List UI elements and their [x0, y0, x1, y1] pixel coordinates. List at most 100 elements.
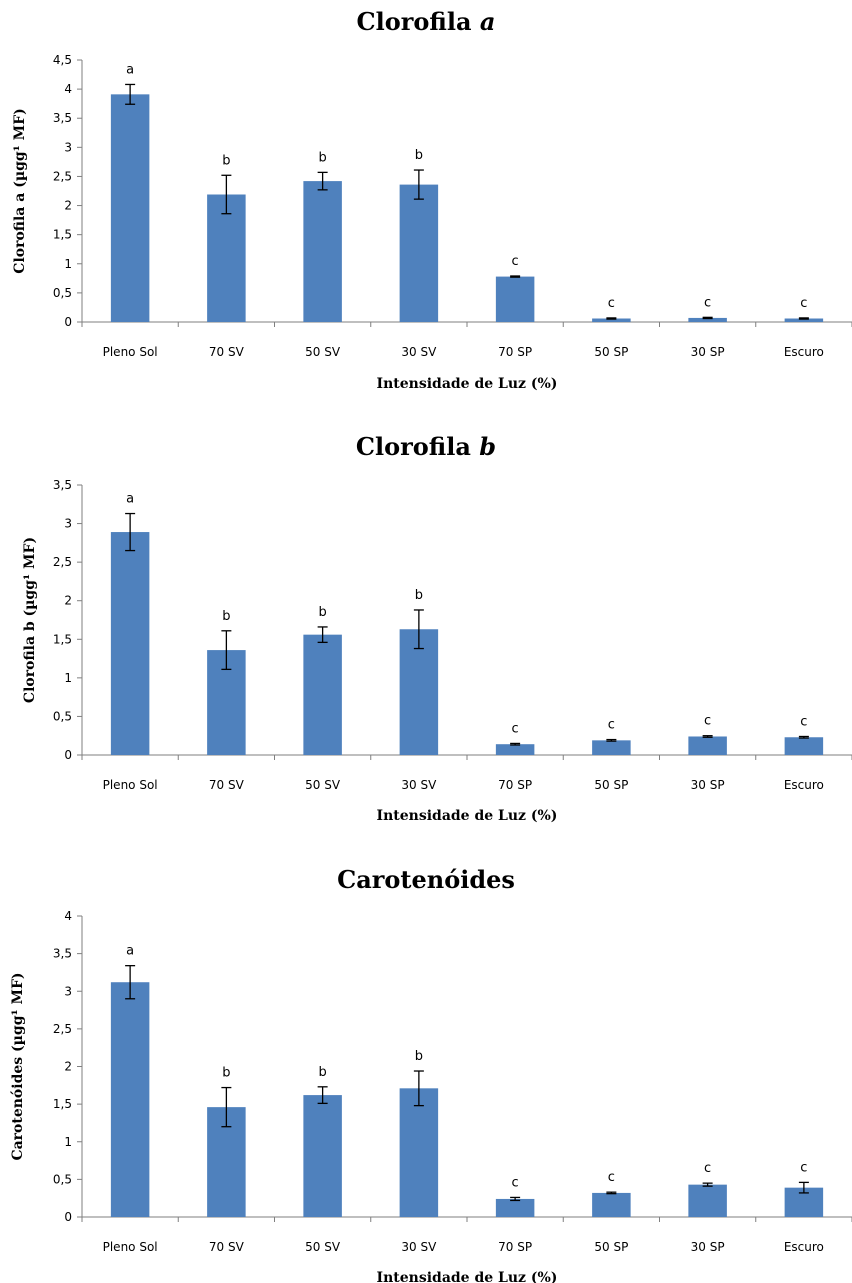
y-tick-label: 0	[64, 1210, 72, 1224]
chart-title: Clorofila a	[357, 7, 496, 36]
y-tick-label: 3	[64, 517, 72, 531]
bar	[399, 1088, 439, 1217]
y-tick-label: 1,5	[53, 1097, 72, 1111]
y-tick-label: 0,5	[53, 286, 72, 300]
y-tick-label: 2	[64, 199, 72, 213]
significance-letter: c	[800, 714, 807, 729]
x-axis-title: Intensidade de Luz (%)	[377, 1270, 558, 1283]
significance-letter: b	[318, 605, 326, 620]
x-tick-label: Pleno Sol	[103, 778, 158, 792]
significance-letter: b	[415, 1049, 423, 1064]
chart-title-italic: a	[480, 7, 496, 36]
x-tick-label: 50 SP	[594, 1240, 628, 1254]
x-tick-label: 50 SV	[305, 345, 341, 359]
chart-3: Carotenóides 0 0,5 1 1,5 2 2,5 3 3,5 4 a Pleno Sol b…	[10, 865, 852, 1283]
significance-letter: a	[126, 944, 134, 959]
x-tick-label: 30 SV	[401, 345, 437, 359]
bar	[495, 744, 535, 755]
bar	[592, 1192, 631, 1217]
bar	[688, 736, 727, 755]
significance-letter: a	[126, 492, 134, 507]
x-tick-label: Escuro	[784, 345, 824, 359]
chart-title-main: Clorofila	[356, 432, 479, 461]
y-tick-label: 0,5	[53, 1172, 72, 1186]
chart-title: Clorofila b	[356, 432, 496, 461]
significance-letter: c	[800, 1160, 807, 1175]
y-tick-label: 3,5	[53, 111, 72, 125]
bar	[592, 740, 631, 755]
significance-letter: c	[704, 714, 711, 729]
y-tick-label: 3	[64, 984, 72, 998]
significance-letter: c	[608, 296, 615, 311]
y-tick-label: 1,5	[53, 228, 72, 242]
bar	[110, 94, 150, 323]
x-axis-title: Intensidade de Luz (%)	[377, 376, 558, 392]
y-tick-label: 1	[64, 1135, 72, 1149]
y-tick-label: 0	[64, 315, 72, 329]
significance-letter: c	[512, 1175, 519, 1190]
significance-letter: b	[222, 609, 230, 624]
x-tick-label: 50 SP	[594, 778, 628, 792]
bar	[399, 629, 439, 755]
x-tick-label: 50 SV	[305, 778, 341, 792]
significance-letter: a	[126, 62, 134, 77]
y-axis-title: Clorofila a (µgg¹ MF)	[12, 108, 28, 273]
y-tick-label: 0	[64, 748, 72, 762]
y-tick-label: 1	[64, 671, 72, 685]
y-tick-label: 4	[64, 909, 72, 923]
y-tick-label: 1,5	[53, 632, 72, 646]
bar	[688, 317, 727, 322]
significance-letter: b	[415, 588, 423, 603]
x-tick-label: 70 SV	[209, 345, 245, 359]
significance-letter: b	[318, 1065, 326, 1080]
chart-title: Carotenóides	[337, 865, 515, 894]
significance-letter: c	[704, 295, 711, 310]
x-tick-label: Pleno Sol	[103, 1240, 158, 1254]
x-tick-label: Escuro	[784, 1240, 824, 1254]
y-tick-label: 2,5	[53, 1022, 72, 1036]
bar	[303, 1095, 342, 1217]
bar	[495, 276, 535, 322]
chart-title-main: Carotenóides	[337, 865, 515, 894]
significance-letter: c	[800, 296, 807, 311]
x-tick-label: 30 SV	[401, 778, 437, 792]
bar	[207, 194, 246, 322]
bar	[688, 1184, 727, 1217]
bar	[303, 181, 342, 322]
significance-letter: c	[512, 721, 519, 736]
y-tick-label: 3,5	[53, 478, 72, 492]
significance-letter: c	[704, 1161, 711, 1176]
x-tick-label: 30 SP	[691, 778, 725, 792]
x-axis-title: Intensidade de Luz (%)	[377, 808, 558, 824]
significance-letter: b	[222, 1066, 230, 1081]
bar	[110, 532, 150, 755]
y-tick-label: 4	[64, 82, 72, 96]
x-tick-label: Escuro	[784, 778, 824, 792]
chart-1: Clorofila a 0 0,5 1 1,5 2 2,5 3 3,5 4 4,5 a Pleno So…	[12, 7, 852, 392]
bar	[303, 634, 342, 755]
x-tick-label: 30 SV	[401, 1240, 437, 1254]
bar	[784, 318, 824, 322]
significance-letter: c	[608, 718, 615, 733]
bar	[495, 1198, 535, 1217]
x-tick-label: 30 SP	[691, 1240, 725, 1254]
chart-2: Clorofila b 0 0,5 1 1,5 2 2,5 3 3,5 a Pleno Sol b 70…	[22, 432, 852, 824]
y-axis-title: Clorofila b (µgg¹ MF)	[22, 537, 38, 703]
chart-title-italic: b	[479, 432, 496, 461]
chart-title-main: Clorofila	[357, 7, 480, 36]
x-tick-label: 70 SP	[498, 345, 532, 359]
y-tick-label: 1	[64, 257, 72, 271]
y-tick-label: 4,5	[53, 53, 72, 67]
bar	[399, 184, 439, 322]
y-tick-label: 2	[64, 1060, 72, 1074]
x-tick-label: 30 SP	[691, 345, 725, 359]
significance-letter: b	[222, 153, 230, 168]
y-tick-label: 2	[64, 594, 72, 608]
x-tick-label: 50 SP	[594, 345, 628, 359]
y-axis-title: Carotenóides (µgg¹ MF)	[10, 972, 26, 1160]
x-tick-label: Pleno Sol	[103, 345, 158, 359]
y-tick-label: 0,5	[53, 709, 72, 723]
y-tick-label: 2,5	[53, 169, 72, 183]
bar	[110, 982, 150, 1217]
